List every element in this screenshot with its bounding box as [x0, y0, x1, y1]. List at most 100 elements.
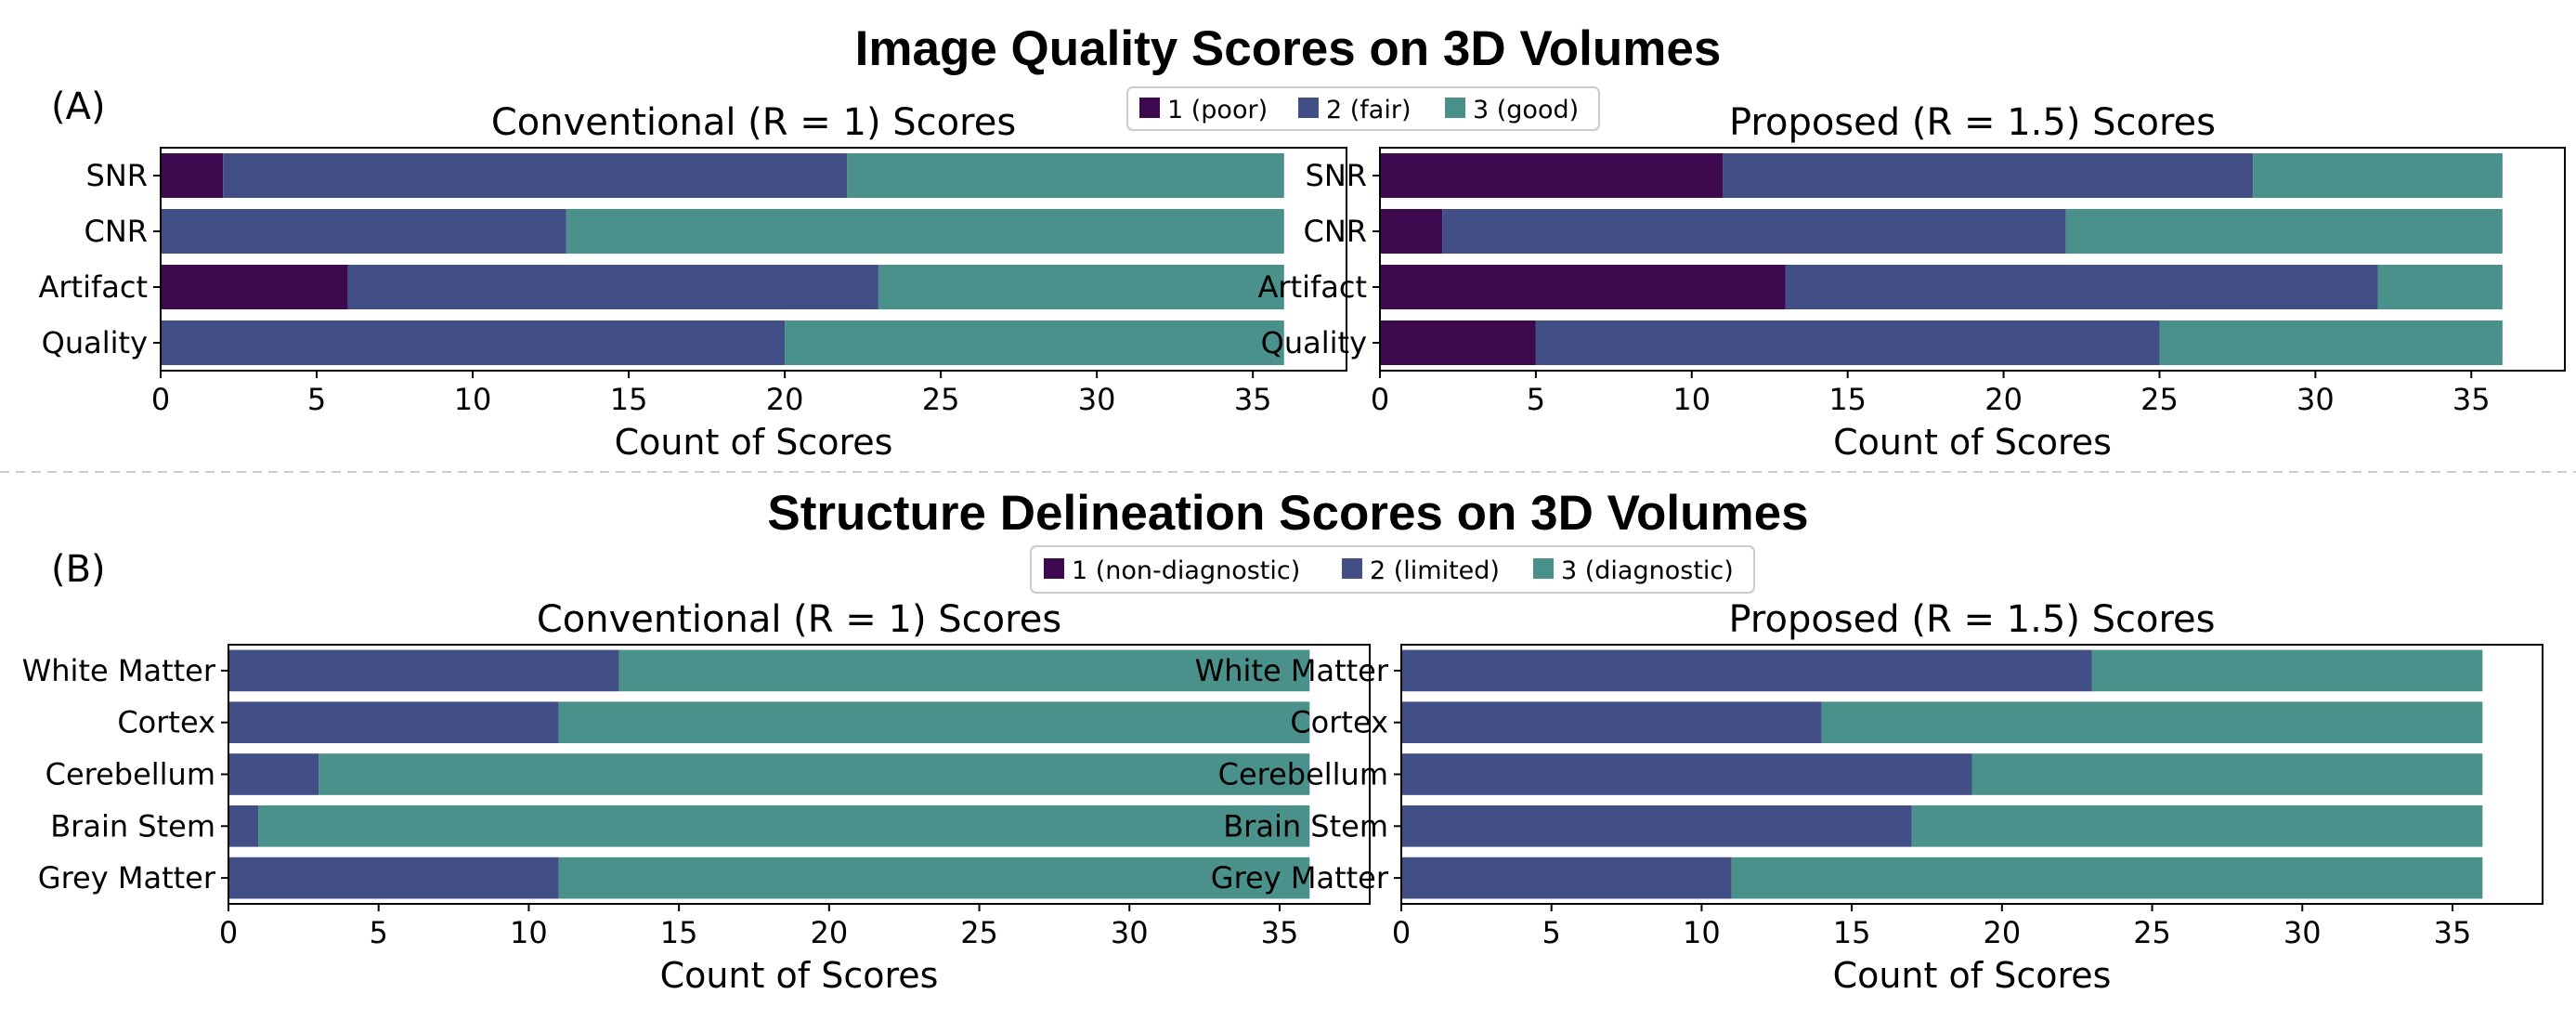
plot-frame — [160, 147, 1347, 372]
legend-label-score-2: 2 (fair) — [1326, 96, 1411, 124]
x-tick-label: 10 — [1683, 915, 1721, 950]
bar-cortex-3-diagnostic — [1821, 701, 2483, 744]
x-tick-label: 35 — [1261, 915, 1299, 950]
y-tick-label: Cortex — [117, 705, 215, 740]
legend-swatch-score-3 — [1533, 558, 1554, 579]
bar-quality-3-good — [785, 320, 1284, 365]
bar-cnr-2-fair — [1442, 209, 2066, 254]
bar-snr-2-fair — [223, 153, 848, 198]
x-tick-label: 0 — [1371, 382, 1389, 417]
x-tick-label: 10 — [1672, 382, 1711, 417]
legend-frame — [1126, 86, 1600, 131]
x-tick-label: 0 — [1392, 915, 1411, 950]
x-tick-label: 30 — [2283, 915, 2322, 950]
x-axis-label: Count of Scores — [1833, 955, 2112, 996]
y-tick-label: Artifact — [1258, 269, 1368, 305]
bar-snr-1-poor — [161, 153, 224, 198]
x-tick-label: 15 — [660, 915, 698, 950]
x-tick-label: 5 — [1527, 382, 1545, 417]
bar-snr-3-good — [2253, 153, 2503, 198]
x-tick-label: 20 — [1983, 915, 2021, 950]
bar-cortex-3-diagnostic — [558, 701, 1310, 744]
section-b-legend: 1 (non-diagnostic) 2 (limited) 3 (diagno… — [1030, 545, 1755, 594]
section-a-panel-label: (A) — [51, 85, 106, 128]
legend-swatch-score-3 — [1445, 98, 1465, 118]
bar-cerebellum-2-limited — [228, 753, 319, 795]
chart-b-proposed: Proposed (R = 1.5) Scores White Matter Cor… — [1195, 598, 2543, 996]
bar-grey-matter-3-diagnostic — [1731, 857, 2483, 899]
y-tick-label: SNR — [1306, 158, 1367, 193]
section-a-title: Image Quality Scores on 3D Volumes — [855, 21, 1722, 76]
bar-white-matter-2-limited — [228, 649, 619, 692]
y-tick-label: CNR — [1303, 214, 1367, 249]
y-tick-label: Cortex — [1290, 705, 1388, 740]
bar-cnr-3-good — [566, 209, 1284, 254]
legend-label-score-3: 3 (good) — [1473, 96, 1579, 124]
plot-frame — [228, 644, 1371, 905]
y-tick-label: CNR — [84, 214, 148, 249]
legend-label-score-2: 2 (limited) — [1370, 556, 1500, 585]
bar-brain-stem-3-diagnostic — [1911, 804, 2483, 847]
chart-b-conventional: Conventional (R = 1) Scores White Matter C… — [22, 598, 1371, 996]
legend-label-score-1: 1 (poor) — [1167, 96, 1268, 124]
y-tick-label: SNR — [86, 158, 148, 193]
y-tick-label: Brain Stem — [1223, 808, 1388, 843]
y-tick-label: Grey Matter — [1211, 860, 1389, 896]
section-a-legend: 1 (poor) 2 (fair) 3 (good) — [1126, 86, 1600, 131]
plot-frame — [1379, 147, 2566, 372]
bar-quality-2-fair — [161, 320, 786, 365]
chart-a-proposed: Proposed (R = 1.5) Scores SNR CNR Artifact Q… — [1258, 101, 2566, 463]
bar-artifact-3-good — [2377, 265, 2503, 309]
bar-cerebellum-2-limited — [1401, 753, 1972, 795]
bar-snr-1-poor — [1380, 153, 1724, 198]
x-tick-label: 25 — [2133, 915, 2171, 950]
x-tick-label: 20 — [766, 382, 804, 417]
bar-white-matter-2-limited — [1401, 649, 2092, 692]
x-axis-label: Count of Scores — [1833, 422, 2112, 463]
y-tick-label: Grey Matter — [38, 860, 216, 896]
x-tick-label: 30 — [2296, 382, 2335, 417]
x-tick-label: 30 — [1078, 382, 1116, 417]
chart-title: Proposed (R = 1.5) Scores — [1728, 598, 2215, 641]
bar-white-matter-3-diagnostic — [2091, 649, 2483, 692]
bar-cnr-3-good — [2065, 209, 2503, 254]
bar-cerebellum-3-diagnostic — [1971, 753, 2483, 795]
x-tick-label: 5 — [1542, 915, 1561, 950]
bar-grey-matter-2-limited — [228, 857, 559, 899]
x-tick-label: 25 — [922, 382, 960, 417]
chart-title: Conventional (R = 1) Scores — [491, 101, 1016, 144]
legend-label-score-1: 1 (non-diagnostic) — [1072, 556, 1300, 585]
bar-white-matter-3-diagnostic — [618, 649, 1310, 692]
section-b-panel-label: (B) — [51, 548, 106, 591]
x-tick-label: 0 — [151, 382, 170, 417]
plot-frame — [1400, 644, 2543, 905]
y-tick-label: White Matter — [22, 653, 216, 688]
x-tick-label: 25 — [960, 915, 998, 950]
x-tick-label: 10 — [454, 382, 492, 417]
x-tick-label: 15 — [610, 382, 648, 417]
bar-grey-matter-3-diagnostic — [558, 857, 1310, 899]
legend-frame — [1030, 545, 1755, 594]
x-tick-label: 20 — [810, 915, 848, 950]
y-tick-label: Quality — [1261, 325, 1367, 360]
x-tick-label: 5 — [370, 915, 388, 950]
legend-swatch-score-1 — [1044, 558, 1064, 579]
bar-brain-stem-2-limited — [1401, 804, 1912, 847]
bar-cnr-2-fair — [161, 209, 566, 254]
section-b-title: Structure Delineation Scores on 3D Volum… — [767, 486, 1808, 541]
bar-artifact-1-poor — [161, 265, 348, 309]
chart-a-conventional: Conventional (R = 1) Scores SNR CNR Artifac… — [39, 101, 1347, 463]
bar-snr-2-fair — [1723, 153, 2254, 198]
bar-cortex-2-limited — [1401, 701, 1822, 744]
bar-artifact-1-poor — [1380, 265, 1786, 309]
x-axis-label: Count of Scores — [615, 422, 893, 463]
x-tick-label: 15 — [1833, 915, 1871, 950]
y-tick-label: Cerebellum — [1218, 757, 1388, 792]
y-tick-label: Cerebellum — [46, 757, 215, 792]
x-tick-label: 15 — [1828, 382, 1867, 417]
bar-quality-2-fair — [1535, 320, 2160, 365]
bar-artifact-3-good — [878, 265, 1284, 309]
bar-brain-stem-3-diagnostic — [258, 804, 1310, 847]
x-tick-label: 35 — [1234, 382, 1272, 417]
